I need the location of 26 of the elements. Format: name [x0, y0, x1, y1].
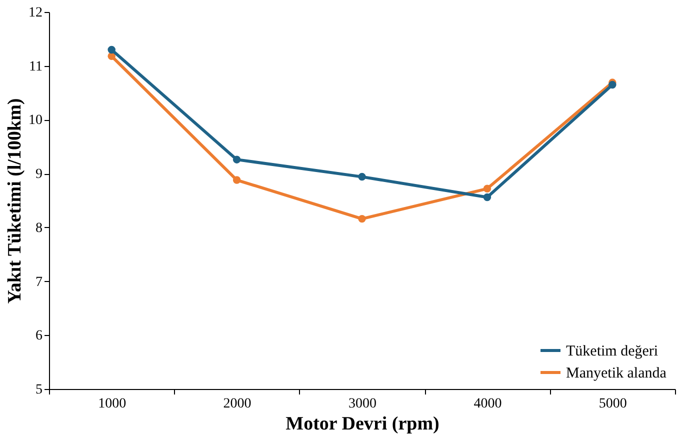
x-tick-label: 1000: [98, 396, 126, 412]
y-tick-label: 10: [28, 113, 42, 128]
point: [608, 80, 616, 89]
x-tick-label: 3000: [348, 396, 376, 412]
y-tick-label: 9: [36, 167, 42, 182]
y-axis-title: Yakıt Tüketimi (l/100km): [4, 98, 26, 304]
y-tick-label: 6: [36, 328, 42, 344]
point: [358, 214, 366, 223]
x-tick-label: 4000: [474, 396, 502, 412]
y-tick-label: 11: [29, 59, 42, 74]
legend-label: Tüketim değeri: [566, 344, 658, 360]
point: [232, 176, 241, 184]
point: [483, 184, 492, 193]
point: [108, 52, 116, 60]
y-tick-label: 8: [36, 220, 42, 236]
y-tick-label: 7: [36, 274, 42, 290]
point: [108, 46, 116, 54]
y-tick-label: 5: [36, 382, 42, 398]
point: [232, 156, 241, 164]
point: [483, 193, 492, 202]
x-tick-label: 5000: [598, 396, 627, 412]
y-tick-label: 12: [28, 6, 42, 20]
x-axis-title: Motor Devri (rpm): [286, 414, 440, 434]
point: [358, 172, 366, 181]
legend-label: Manyetik alanda: [566, 366, 667, 382]
x-tick-label: 2000: [223, 396, 252, 412]
